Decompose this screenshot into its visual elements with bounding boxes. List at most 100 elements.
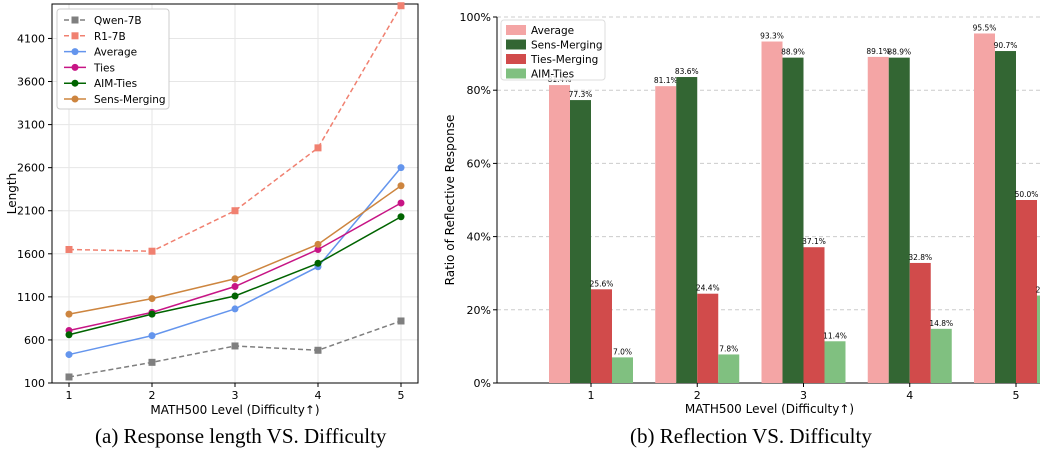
bar (718, 354, 740, 383)
series-sens-merging: 77.3% 83.6% 88.9% 88.9% 90.7% (569, 41, 1017, 384)
legend-marker (71, 63, 79, 71)
x-axis-label: MATH500 Level (Difficulty↑) (150, 403, 319, 417)
x-tick-label: 5 (1013, 389, 1020, 402)
bar (930, 328, 952, 383)
bar-value-label: 81.1% (654, 76, 678, 85)
series-r1-7b (65, 2, 405, 255)
data-point (231, 207, 239, 215)
data-point (65, 331, 73, 339)
legend-label: Ties (93, 62, 115, 74)
series-aim-ties (65, 213, 405, 339)
legend-label: Ties-Merging (530, 54, 598, 66)
bar (1016, 200, 1037, 383)
bar-value-label: 77.3% (569, 90, 593, 99)
bar (995, 51, 1016, 384)
data-point (231, 292, 239, 300)
caption-a: (a) Response length VS. Difficulty (95, 424, 387, 448)
y-tick-label: 80% (467, 84, 491, 97)
legend-marker (71, 95, 79, 103)
legend-item-qwen-7b: Qwen-7B (64, 15, 142, 27)
caption-b: (b) Reflection VS. Difficulty (630, 424, 872, 448)
series-ties-merging: 25.6% 24.4% 37.1% 32.8% 50.0% (590, 190, 1039, 383)
data-point (65, 351, 73, 359)
x-tick-label: 2 (694, 389, 701, 402)
data-point (148, 310, 156, 318)
data-point (314, 144, 322, 152)
data-point (397, 199, 405, 207)
data-point (397, 182, 405, 190)
response-length-line-chart: 100 600 1100 1600 2100 2600 3100 3600 4100 1 2 3 4 5 M… (5, 2, 419, 417)
bar (888, 57, 910, 383)
legend-item-average: Average (506, 25, 574, 37)
legend-marker (71, 16, 79, 24)
bar-value-label: 7.0% (613, 347, 632, 356)
legend-label: AIM-Ties (94, 78, 137, 90)
data-point (65, 245, 73, 253)
y-tick-label: 600 (24, 334, 45, 347)
y-tick-label: 3100 (17, 119, 45, 132)
bar-value-label: 95.5% (973, 23, 997, 32)
series-qwen-7b (65, 317, 405, 381)
data-point (65, 310, 73, 318)
legend-label: Qwen-7B (94, 15, 142, 27)
legend-item-aim-ties: AIM-Ties (506, 68, 574, 81)
x-tick-label: 3 (800, 389, 807, 402)
data-point (397, 317, 405, 325)
legend-label: Average (94, 47, 137, 59)
data-point (314, 346, 322, 354)
legend-box (500, 19, 606, 81)
data-point (148, 295, 156, 303)
data-point (314, 245, 322, 253)
x-tick-label: 5 (398, 389, 405, 402)
legend-swatch (506, 39, 526, 50)
legend-item-average: Average (64, 47, 137, 59)
series-average: 81.4%81.1%93.3%89.1%95.5% (548, 23, 997, 384)
bar (697, 293, 719, 383)
legend-label: Sens-Merging (94, 94, 166, 106)
data-point (148, 358, 156, 366)
y-axis-label: Length (5, 173, 19, 214)
legend-label: Average (531, 25, 574, 37)
bar (974, 33, 995, 383)
y-tick-label: 2600 (17, 162, 45, 175)
legend-swatch (506, 25, 526, 35)
bar-value-label: 88.9% (887, 48, 911, 57)
y-tick-label: 1100 (17, 291, 45, 304)
bar (761, 41, 783, 383)
y-tick-label: 3600 (17, 76, 45, 89)
legend-marker (71, 79, 79, 87)
legend-swatch (506, 54, 526, 64)
y-axis-label: Ratio of Reflective Response (443, 115, 457, 286)
data-point (314, 240, 322, 248)
bar (655, 86, 677, 383)
bar-value-label: 50.0% (1015, 190, 1039, 199)
bar (1037, 295, 1040, 383)
bar-value-label: 93.3% (760, 32, 784, 41)
data-point (231, 275, 239, 283)
y-tick-label: 4100 (17, 32, 45, 45)
y-tick-label: 60% (467, 157, 491, 170)
legend: Qwen-7B R1-7B Average Ties AIM-Ties Sens-Merg… (56, 8, 170, 110)
legend-label: R1-7B (94, 31, 126, 43)
x-tick-label: 3 (232, 389, 239, 402)
x-tick-label: 1 (588, 389, 595, 402)
data-point (231, 305, 239, 313)
bar-value-label: 23.9% (1036, 286, 1040, 295)
data-point (148, 332, 156, 340)
reflection-bar-chart: 0%20%40%60%80%100%81.4%81.1%93.3%89.1%95… (443, 11, 1040, 416)
legend-marker (71, 48, 79, 56)
x-axis-label: MATH500 Level (Difficulty↑) (685, 402, 854, 416)
x-tick-label: 4 (906, 389, 913, 402)
bar-value-label: 11.4% (823, 331, 847, 340)
bar (612, 357, 633, 383)
data-point (148, 247, 156, 255)
bar-value-label: 37.1% (802, 237, 826, 246)
data-point (397, 213, 405, 221)
bar-value-label: 32.8% (908, 253, 932, 262)
y-tick-label: 1600 (17, 248, 45, 261)
bar-value-label: 14.8% (929, 319, 953, 328)
series-aim-ties: 7.0% 7.8% 11.4% 14.8% 23.9% (612, 286, 1040, 383)
data-point (231, 283, 239, 291)
legend-swatch (506, 68, 526, 79)
bar-value-label: 88.9% (781, 48, 805, 57)
